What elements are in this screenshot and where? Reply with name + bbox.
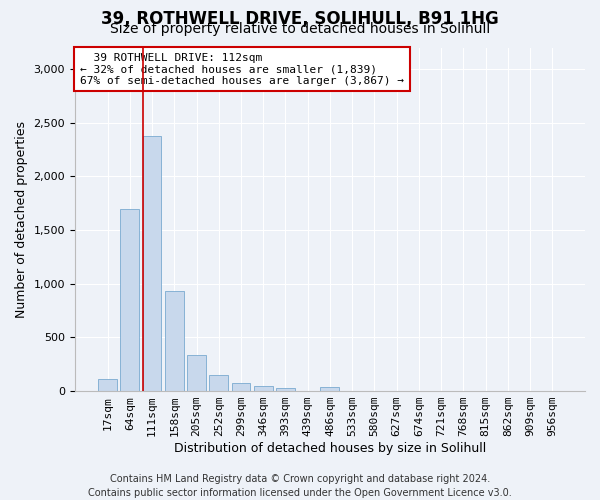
Text: 39, ROTHWELL DRIVE, SOLIHULL, B91 1HG: 39, ROTHWELL DRIVE, SOLIHULL, B91 1HG	[101, 10, 499, 28]
Text: Contains HM Land Registry data © Crown copyright and database right 2024.
Contai: Contains HM Land Registry data © Crown c…	[88, 474, 512, 498]
Bar	[276, 388, 295, 391]
Bar	[209, 375, 228, 391]
Bar	[320, 388, 340, 391]
Bar	[121, 208, 139, 391]
Bar	[165, 291, 184, 391]
Bar	[98, 380, 117, 391]
X-axis label: Distribution of detached houses by size in Solihull: Distribution of detached houses by size …	[174, 442, 486, 455]
Bar	[187, 354, 206, 391]
Y-axis label: Number of detached properties: Number of detached properties	[15, 121, 28, 318]
Bar	[232, 383, 250, 391]
Bar	[254, 386, 272, 391]
Text: Size of property relative to detached houses in Solihull: Size of property relative to detached ho…	[110, 22, 490, 36]
Bar	[143, 136, 161, 391]
Text: 39 ROTHWELL DRIVE: 112sqm
← 32% of detached houses are smaller (1,839)
67% of se: 39 ROTHWELL DRIVE: 112sqm ← 32% of detac…	[80, 52, 404, 86]
